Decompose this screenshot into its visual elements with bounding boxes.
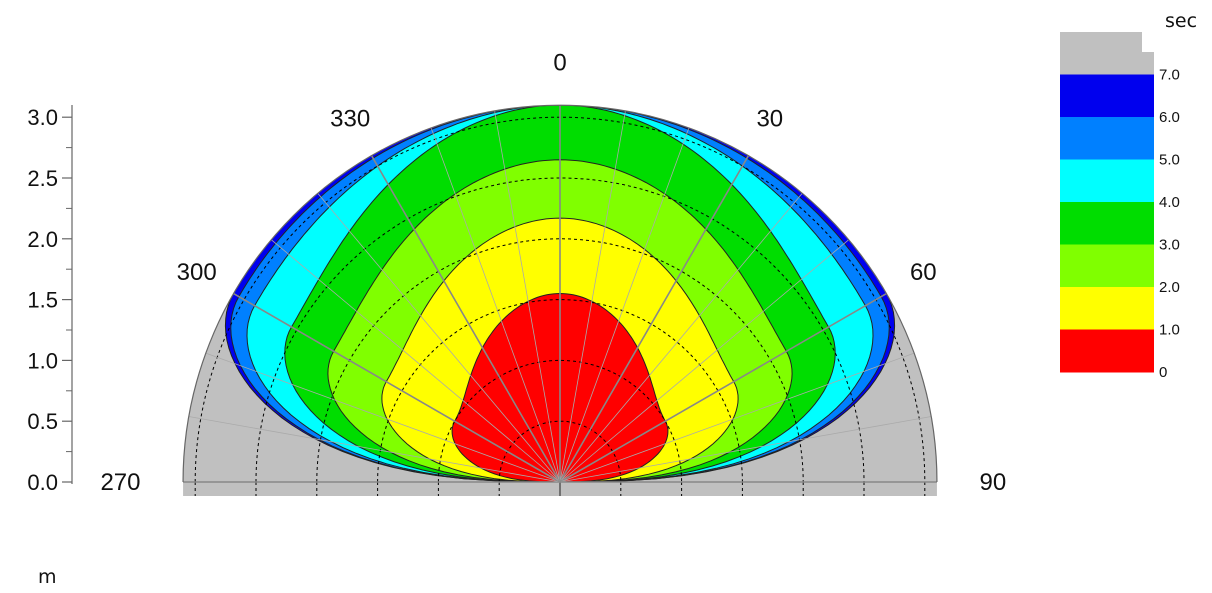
colorbar-tick-label: 0 <box>1159 364 1167 381</box>
outer-boundary <box>182 104 938 483</box>
grid-spoke <box>559 127 690 483</box>
r-axis-tick-label: 0.5 <box>27 409 58 434</box>
colorbar-swatch-3.0-4.0 <box>1060 202 1154 245</box>
angle-label-330: 330 <box>330 106 370 133</box>
colorbar-tick-label: 1.0 <box>1159 322 1180 339</box>
angle-label-90: 90 <box>980 469 1007 496</box>
grid-spoke <box>317 192 561 483</box>
r-axis-tick-label: 2.5 <box>27 166 58 191</box>
colorbar-swatch-5.0-6.0 <box>1060 117 1154 160</box>
colorbar-swatch-0-1.0 <box>1060 329 1154 373</box>
colorbar-tick-label: 5.0 <box>1159 152 1180 169</box>
polar-plot-area <box>182 104 938 496</box>
colorbar: 7.0 6.0 5.0 4.0 3.0 2.0 1.0 0 <box>1060 32 1180 381</box>
grid-spoke <box>494 110 561 483</box>
grid-spoke <box>270 239 561 483</box>
grid-spoke <box>370 155 561 483</box>
r-axis-unit-label: m <box>38 566 57 588</box>
colorbar-swatch-4.0-5.0 <box>1060 159 1154 203</box>
angle-labels: 270 300 330 0 30 60 90 <box>100 50 1006 497</box>
grid-ring <box>498 420 622 483</box>
grid-spoke <box>559 292 887 483</box>
angle-label-30: 30 <box>756 106 783 133</box>
angle-label-300: 300 <box>177 259 217 286</box>
r-axis-tick-label: 2.0 <box>27 227 58 252</box>
grid-spoke <box>205 352 561 483</box>
grid-spoke <box>430 127 561 483</box>
grid-spoke <box>559 192 803 483</box>
grid-spoke <box>559 110 626 483</box>
colorbar-tick-label: 2.0 <box>1159 279 1180 296</box>
colorbar-swatch-2.0-3.0 <box>1060 244 1154 288</box>
grid-spoke <box>559 239 850 483</box>
colorbar-swatch-6.0-7.0 <box>1060 74 1154 118</box>
colorbar-tick-label: 4.0 <box>1159 194 1180 211</box>
colorbar-tick-label: 7.0 <box>1159 67 1180 84</box>
angle-label-0: 0 <box>553 50 566 77</box>
grid-spoke <box>233 292 561 483</box>
r-axis-tick-label: 1.5 <box>27 288 58 313</box>
colorbar-tick-label: 3.0 <box>1159 237 1180 254</box>
grid-spoke <box>559 352 915 483</box>
grid-spoke <box>559 155 750 483</box>
grid-ring <box>255 177 865 483</box>
r-axis-tick-label: 3.0 <box>27 105 58 130</box>
r-axis-tick-label: 1.0 <box>27 348 58 373</box>
angle-label-270: 270 <box>100 469 140 496</box>
polar-grid <box>182 104 938 496</box>
colorbar-tick-label: 6.0 <box>1159 109 1180 126</box>
grid-spoke <box>559 416 932 483</box>
colorbar-swatch-1.0-2.0 <box>1060 287 1154 330</box>
colorbar-unit-label: sec <box>1165 10 1197 32</box>
angle-label-60: 60 <box>910 259 937 286</box>
r-axis: 0.0 0.5 1.0 1.5 2.0 2.5 3.0 <box>27 105 73 495</box>
grid-spoke <box>188 416 561 483</box>
grid-ring <box>437 359 683 483</box>
r-axis-tick-label: 0.0 <box>27 470 58 495</box>
colorbar-swatch->7.0 <box>1060 32 1154 75</box>
